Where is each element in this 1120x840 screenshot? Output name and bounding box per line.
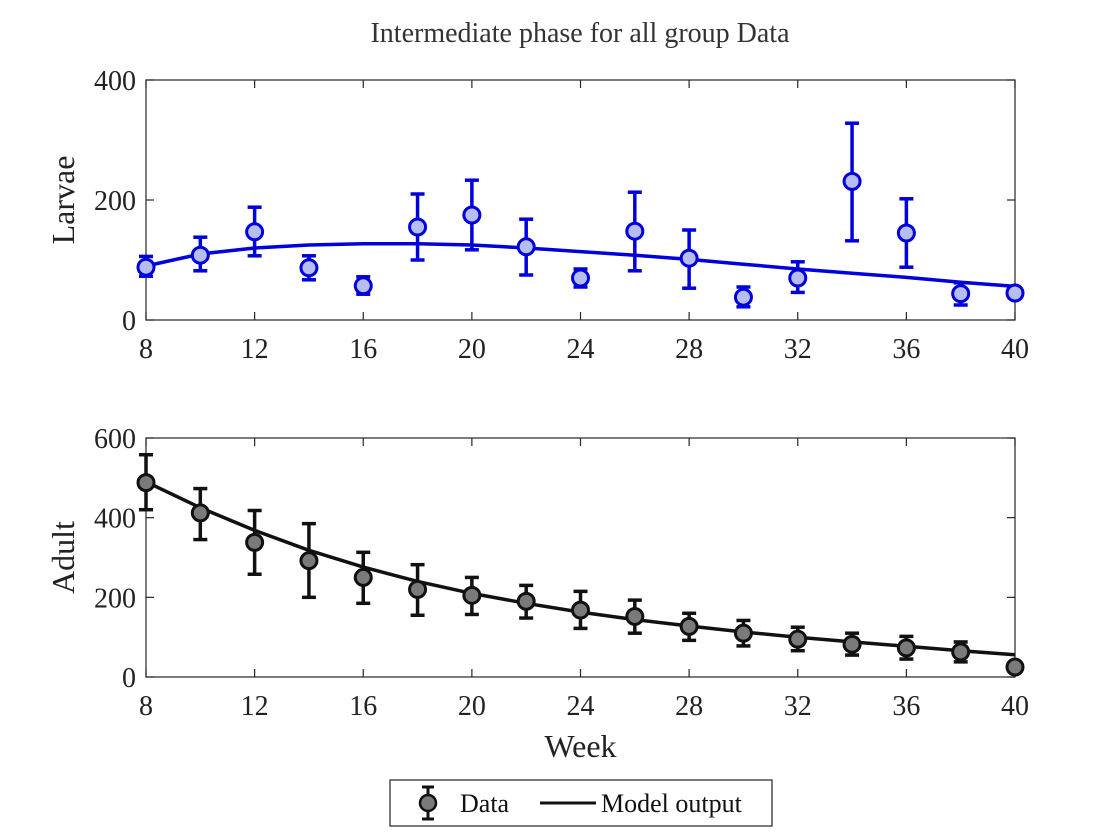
adult-x-tick-label: 16 (349, 691, 377, 722)
figure-title: Intermediate phase for all group Data (370, 18, 790, 49)
larvae-data-point (571, 268, 590, 288)
larvae-y-axis-label: Larvae (45, 156, 81, 245)
larvae-data-point (299, 258, 319, 278)
larvae-x-tick-label: 32 (784, 334, 812, 365)
larvae-data-point (951, 284, 971, 304)
larvae-data-point (136, 257, 156, 277)
adult-data-point (245, 532, 265, 552)
larvae-y-tick-label: 0 (122, 306, 136, 337)
adult-x-tick-label: 28 (675, 691, 703, 722)
adult-data-point (571, 600, 590, 620)
larvae-y-tick-label: 200 (94, 186, 136, 217)
adult-data-point (842, 634, 862, 654)
adult-x-tick-label: 40 (1001, 691, 1029, 722)
adult-y-tick-label: 200 (94, 583, 136, 614)
larvae-x-tick-label: 12 (241, 334, 269, 365)
adult-data-point (299, 551, 319, 571)
adult-axes-box (145, 437, 1016, 678)
adult-data-point (733, 623, 753, 643)
adult-data-point (788, 629, 808, 649)
larvae-data-point (679, 248, 699, 268)
legend: Data Model output (389, 779, 773, 827)
adult-x-tick-label: 20 (458, 691, 486, 722)
larvae-x-tick-label: 28 (675, 334, 703, 365)
adult-data-point (353, 567, 373, 587)
larvae-data-point (896, 223, 916, 243)
larvae-x-tick-label: 16 (349, 334, 377, 365)
larvae-data-point (516, 237, 536, 257)
adult-data-point (951, 642, 971, 662)
larvae-y-tick-label: 400 (94, 66, 136, 97)
adult-y-axis-label: Adult (45, 521, 81, 594)
adult-y-tick-label: 400 (94, 504, 136, 535)
larvae-data-point (408, 217, 428, 237)
legend-data-marker (418, 785, 438, 821)
larvae-data-point (462, 205, 482, 225)
larvae-x-tick-label: 24 (567, 334, 595, 365)
larvae-data-point (1005, 283, 1025, 303)
adult-data-point (625, 606, 645, 626)
adult-data-point (190, 503, 210, 523)
adult-x-tick-label: 12 (241, 691, 269, 722)
legend-model-label: Model output (601, 789, 743, 818)
adult-data-point (1005, 657, 1025, 677)
adult-x-tick-label: 8 (139, 691, 153, 722)
larvae-data-point (842, 171, 862, 191)
larvae-data-point (733, 287, 753, 307)
adult-data-point (516, 591, 536, 611)
adult-y-tick-label: 0 (122, 663, 136, 694)
adult-x-tick-label: 24 (567, 691, 595, 722)
adult-data-point (408, 579, 428, 599)
legend-data-label: Data (460, 789, 510, 818)
adult-x-tick-label: 36 (892, 691, 920, 722)
larvae-data-point (190, 245, 210, 265)
adult-y-tick-label: 600 (94, 424, 136, 455)
larvae-model-line (145, 242, 1016, 289)
adult-data-point (896, 638, 916, 658)
larvae-data-point (788, 268, 808, 288)
adult-data-point (462, 585, 482, 605)
larvae-x-tick-label: 36 (892, 334, 920, 365)
adult-data-point (679, 616, 699, 636)
larvae-data-point (245, 222, 265, 242)
adult-x-axis-label: Week (544, 728, 616, 764)
larvae-data-point (625, 221, 645, 241)
adult-data-point (136, 473, 156, 493)
larvae-x-tick-label: 8 (139, 334, 153, 365)
larvae-x-tick-label: 40 (1001, 334, 1029, 365)
larvae-data-point (353, 276, 373, 296)
adult-x-tick-label: 32 (784, 691, 812, 722)
larvae-x-tick-label: 20 (458, 334, 486, 365)
